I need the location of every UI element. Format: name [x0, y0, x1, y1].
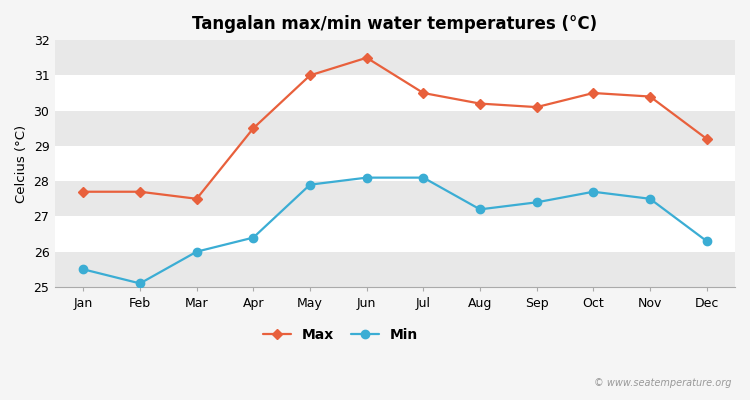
Max: [249, 126, 258, 131]
Line: Min: Min: [80, 174, 711, 288]
Legend: Max, Min: Max, Min: [263, 328, 418, 342]
Max: [362, 55, 371, 60]
Max: [589, 91, 598, 96]
Min: [646, 196, 655, 201]
Max: [136, 189, 145, 194]
Max: [646, 94, 655, 99]
Max: [192, 196, 201, 201]
Min: [305, 182, 314, 187]
Min: [532, 200, 542, 205]
Y-axis label: Celcius (°C): Celcius (°C): [15, 124, 28, 202]
Bar: [55, 252, 735, 287]
Max: [79, 189, 88, 194]
Max: [305, 73, 314, 78]
Min: [589, 189, 598, 194]
Min: [362, 175, 371, 180]
Min: [702, 239, 711, 244]
Bar: [55, 40, 735, 75]
Min: [192, 249, 201, 254]
Min: [136, 281, 145, 286]
Title: Tangalan max/min water temperatures (°C): Tangalan max/min water temperatures (°C): [193, 15, 598, 33]
Bar: [55, 181, 735, 216]
Text: © www.seatemperature.org: © www.seatemperature.org: [594, 378, 731, 388]
Max: [419, 91, 428, 96]
Min: [419, 175, 428, 180]
Min: [249, 235, 258, 240]
Max: [476, 101, 484, 106]
Bar: [55, 111, 735, 146]
Max: [702, 136, 711, 141]
Min: [476, 207, 484, 212]
Line: Max: Max: [80, 54, 710, 202]
Max: [532, 105, 542, 110]
Min: [79, 267, 88, 272]
